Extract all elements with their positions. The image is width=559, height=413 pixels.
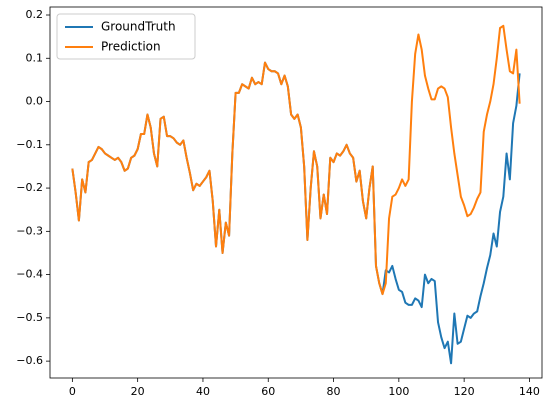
x-tick-label: 60 (261, 385, 275, 398)
x-tick-label: 0 (69, 385, 76, 398)
x-tick-label: 20 (131, 385, 145, 398)
x-tick-label: 120 (454, 385, 475, 398)
legend-label: Prediction (101, 40, 161, 54)
x-tick-label: 100 (388, 385, 409, 398)
y-tick-label: −0.5 (16, 311, 43, 324)
y-tick-label: −0.6 (16, 354, 43, 367)
series-line (71, 61, 521, 365)
axes-frame (49, 6, 543, 379)
y-tick-label: −0.4 (16, 268, 43, 281)
y-tick-label: −0.2 (16, 181, 43, 194)
y-tick-label: 0.1 (26, 51, 44, 64)
y-tick-label: −0.3 (16, 224, 43, 237)
x-tick-label: 40 (196, 385, 210, 398)
y-tick-label: 0.0 (26, 95, 44, 108)
y-tick-label: −0.1 (16, 138, 43, 151)
x-tick-label: 80 (327, 385, 341, 398)
legend-label: GroundTruth (101, 20, 176, 34)
series-line (71, 24, 521, 296)
y-tick-label: 0.2 (26, 8, 44, 21)
x-tick-label: 140 (519, 385, 540, 398)
